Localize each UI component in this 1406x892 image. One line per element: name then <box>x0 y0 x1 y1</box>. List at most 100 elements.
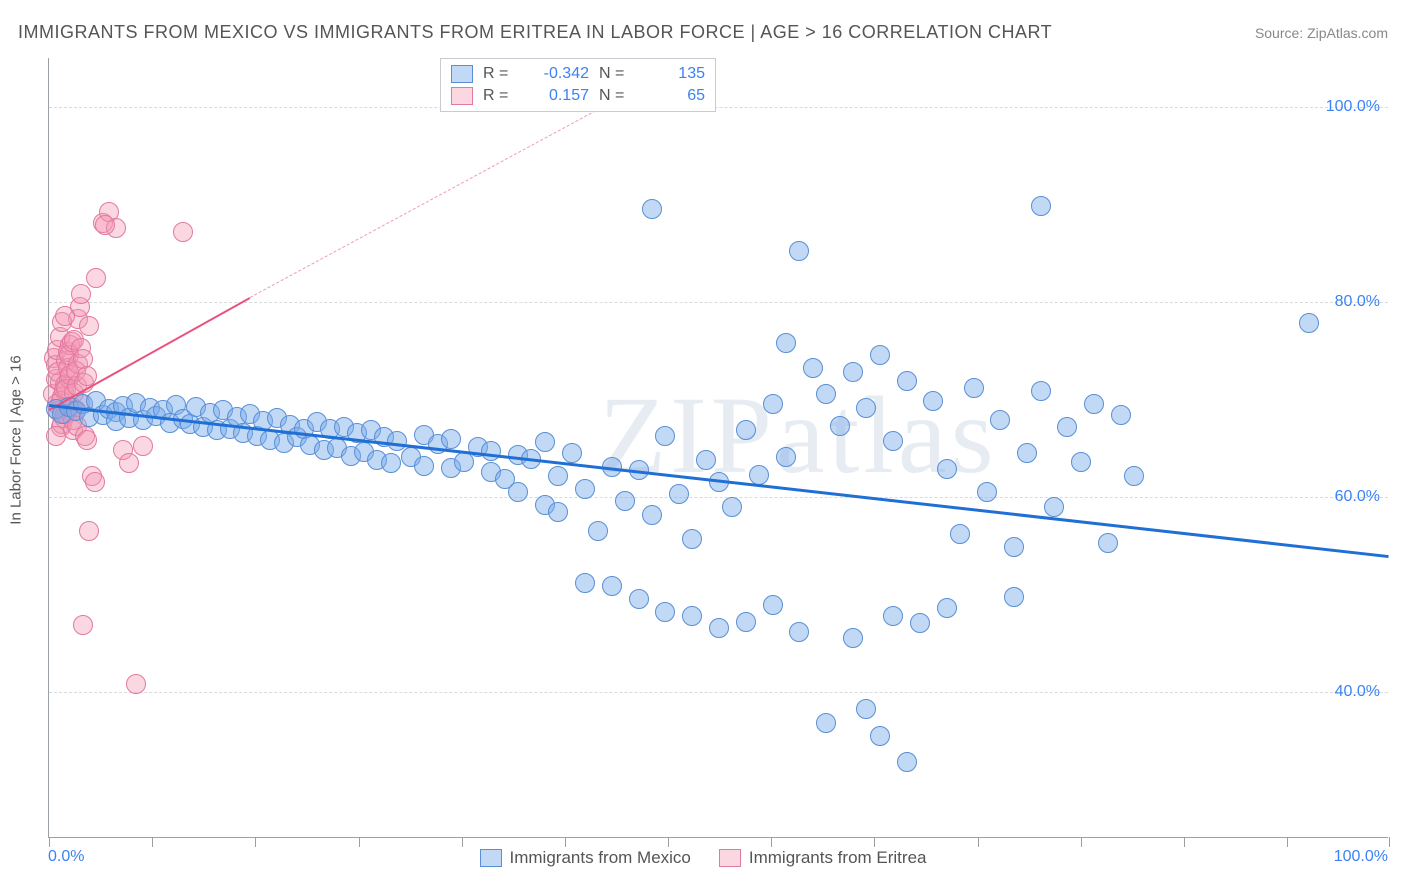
point-mexico <box>548 502 568 522</box>
point-eritrea <box>126 674 146 694</box>
point-mexico <box>736 420 756 440</box>
point-mexico <box>508 482 528 502</box>
point-eritrea <box>95 215 115 235</box>
x-tick <box>668 837 669 847</box>
legend-r-label: R = <box>483 87 517 105</box>
legend-swatch <box>451 87 473 105</box>
x-tick <box>462 837 463 847</box>
point-eritrea <box>55 306 75 326</box>
point-mexico <box>1124 466 1144 486</box>
legend-item: Immigrants from Mexico <box>480 848 691 868</box>
point-mexico <box>575 479 595 499</box>
legend-row: R =-0.342N =135 <box>451 63 705 85</box>
point-mexico <box>1044 497 1064 517</box>
point-mexico <box>870 345 890 365</box>
scatter-plot-area: ZIPatlas 40.0%60.0%80.0%100.0% <box>48 58 1388 838</box>
point-mexico <box>615 491 635 511</box>
point-mexico <box>803 358 823 378</box>
point-mexico <box>950 524 970 544</box>
source-label: Source: ZipAtlas.com <box>1255 25 1388 41</box>
x-tick <box>152 837 153 847</box>
legend-label: Immigrants from Mexico <box>510 848 691 868</box>
point-mexico <box>655 426 675 446</box>
series-legend: Immigrants from Mexico Immigrants from Er… <box>0 848 1406 868</box>
legend-n-value: 65 <box>643 87 705 105</box>
point-mexico <box>642 199 662 219</box>
point-eritrea <box>71 284 91 304</box>
point-eritrea <box>46 426 66 446</box>
point-mexico <box>562 443 582 463</box>
point-mexico <box>1004 587 1024 607</box>
point-eritrea <box>79 521 99 541</box>
point-mexico <box>1084 394 1104 414</box>
x-tick <box>1287 837 1288 847</box>
y-tick-label: 40.0% <box>1335 683 1380 701</box>
point-eritrea <box>79 316 99 336</box>
gridline <box>49 302 1388 303</box>
x-tick <box>1389 837 1390 847</box>
legend-swatch <box>719 849 741 867</box>
chart-title: IMMIGRANTS FROM MEXICO VS IMMIGRANTS FRO… <box>18 22 1052 43</box>
point-mexico <box>816 713 836 733</box>
point-eritrea <box>173 222 193 242</box>
x-tick <box>1184 837 1185 847</box>
point-mexico <box>763 394 783 414</box>
point-mexico <box>843 362 863 382</box>
point-mexico <box>870 726 890 746</box>
legend-swatch <box>480 849 502 867</box>
point-mexico <box>937 459 957 479</box>
point-mexico <box>441 429 461 449</box>
legend-label: Immigrants from Eritrea <box>749 848 927 868</box>
x-tick <box>49 837 50 847</box>
point-mexico <box>789 622 809 642</box>
point-mexico <box>1299 313 1319 333</box>
point-mexico <box>776 447 796 467</box>
x-tick <box>255 837 256 847</box>
gridline <box>49 692 1388 693</box>
point-mexico <box>897 752 917 772</box>
point-mexico <box>1031 381 1051 401</box>
point-mexico <box>575 573 595 593</box>
legend-r-value: 0.157 <box>527 87 589 105</box>
point-mexico <box>642 505 662 525</box>
x-tick <box>978 837 979 847</box>
point-mexico <box>856 699 876 719</box>
point-mexico <box>669 484 689 504</box>
x-tick <box>1081 837 1082 847</box>
point-mexico <box>682 606 702 626</box>
point-mexico <box>897 371 917 391</box>
point-mexico <box>1031 196 1051 216</box>
point-mexico <box>883 606 903 626</box>
legend-n-label: N = <box>599 87 633 105</box>
point-mexico <box>856 398 876 418</box>
point-mexico <box>655 602 675 622</box>
point-eritrea <box>85 472 105 492</box>
x-tick <box>874 837 875 847</box>
point-mexico <box>843 628 863 648</box>
point-eritrea <box>73 615 93 635</box>
x-tick <box>771 837 772 847</box>
point-mexico <box>1098 533 1118 553</box>
point-mexico <box>602 576 622 596</box>
legend-row: R = 0.157 N = 65 <box>451 85 705 107</box>
point-mexico <box>588 521 608 541</box>
point-eritrea <box>133 436 153 456</box>
point-mexico <box>964 378 984 398</box>
y-axis-title: In Labor Force | Age > 16 <box>8 355 25 524</box>
point-mexico <box>414 456 434 476</box>
point-mexico <box>1111 405 1131 425</box>
point-mexico <box>1057 417 1077 437</box>
point-mexico <box>830 416 850 436</box>
point-mexico <box>548 466 568 486</box>
point-mexico <box>682 529 702 549</box>
point-mexico <box>990 410 1010 430</box>
correlation-legend: R =-0.342N =135R =0.157N =65 <box>440 58 716 112</box>
legend-r-label: R = <box>483 65 517 83</box>
point-mexico <box>696 450 716 470</box>
point-mexico <box>1071 452 1091 472</box>
point-mexico <box>381 453 401 473</box>
point-mexico <box>535 432 555 452</box>
point-mexico <box>883 431 903 451</box>
legend-swatch <box>451 65 473 83</box>
gridline <box>49 497 1388 498</box>
